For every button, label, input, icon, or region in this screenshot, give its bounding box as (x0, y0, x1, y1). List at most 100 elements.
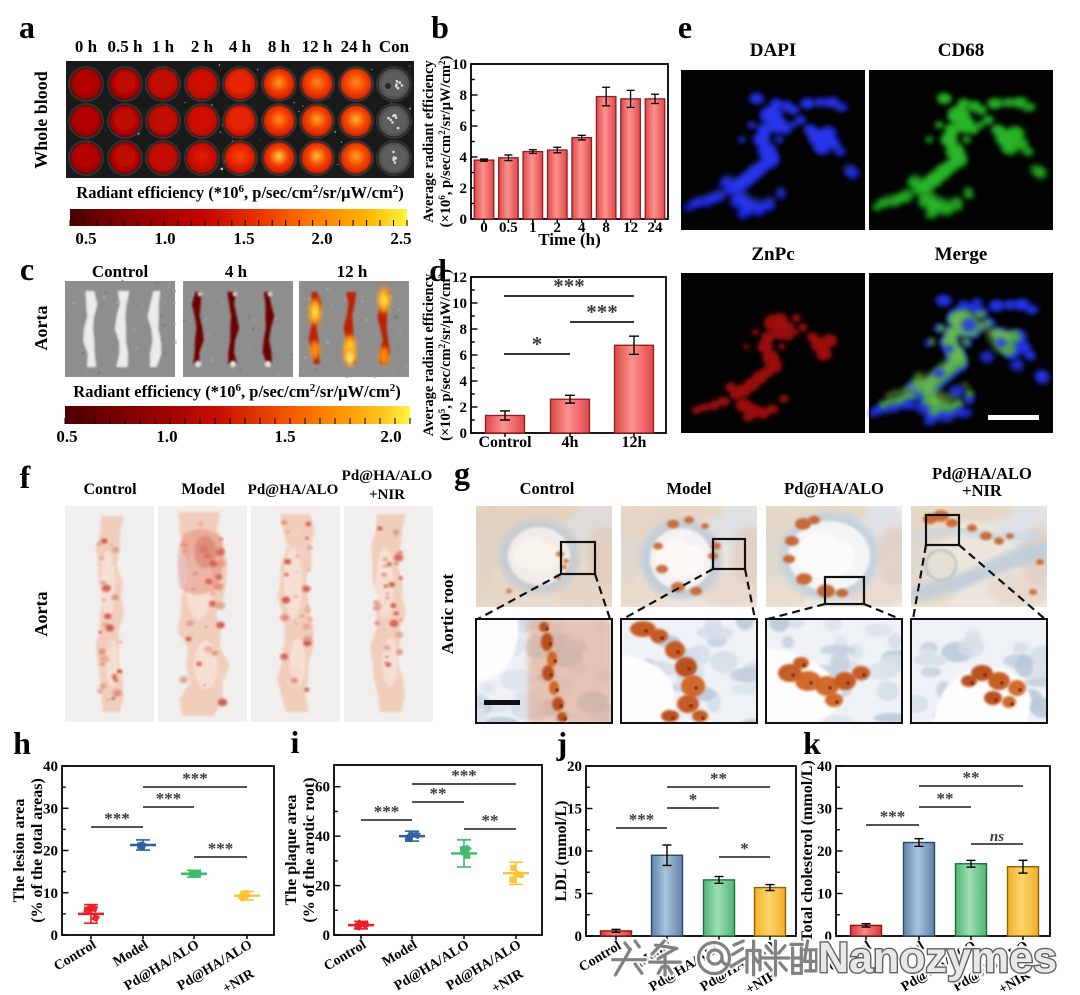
svg-text:12: 12 (452, 270, 467, 286)
svg-text:0: 0 (480, 220, 488, 236)
svg-text:***: *** (156, 789, 182, 808)
svg-text:The plaque area: The plaque area (283, 795, 300, 906)
svg-text:1.0: 1.0 (156, 427, 177, 446)
svg-text:Nanozymes: Nanozymes (818, 934, 1057, 982)
svg-text:4: 4 (460, 374, 468, 390)
svg-text:24: 24 (648, 220, 664, 236)
svg-text:12: 12 (623, 220, 638, 236)
svg-text:Aortic root: Aortic root (438, 573, 457, 654)
svg-text:k: k (803, 725, 821, 761)
svg-text:d: d (429, 252, 447, 288)
svg-text:***: *** (451, 766, 477, 785)
svg-text:Con: Con (379, 37, 410, 56)
svg-text:12 h: 12 h (337, 262, 368, 281)
svg-text:8 h: 8 h (268, 37, 291, 56)
svg-text:4: 4 (460, 150, 468, 166)
svg-text:(×106, p/sec/cm2/sr/μW/cm2): (×106, p/sec/cm2/sr/μW/cm2) (437, 55, 454, 227)
svg-text:f: f (20, 459, 31, 495)
svg-text:60: 60 (315, 780, 330, 796)
svg-text:8: 8 (460, 88, 468, 104)
svg-text:1.0: 1.0 (154, 229, 175, 248)
svg-text:***: *** (586, 300, 618, 324)
svg-text:40: 40 (43, 759, 58, 775)
svg-text:***: *** (374, 802, 400, 821)
svg-text:10: 10 (567, 844, 582, 860)
svg-text:+NIR: +NIR (962, 481, 1003, 500)
svg-text:Aorta: Aorta (31, 306, 51, 351)
svg-text:Total cholesterol (mmol/L): Total cholesterol (mmol/L) (799, 760, 816, 941)
svg-text:***: *** (553, 274, 585, 298)
svg-text:*: * (740, 839, 749, 858)
svg-text:20: 20 (43, 844, 58, 860)
svg-text:DAPI: DAPI (750, 40, 796, 61)
svg-text:1.5: 1.5 (274, 427, 295, 446)
svg-text:g: g (454, 455, 470, 491)
svg-text:Pd@HA/ALO: Pd@HA/ALO (932, 464, 1032, 483)
svg-text:*: * (689, 790, 698, 809)
svg-text:24 h: 24 h (341, 37, 372, 56)
svg-text:(% of the total areas): (% of the total areas) (29, 778, 46, 923)
svg-text:2: 2 (554, 220, 562, 236)
svg-text:Whole blood: Whole blood (31, 71, 51, 169)
svg-text:12h: 12h (622, 434, 647, 451)
svg-text:2.5: 2.5 (390, 229, 411, 248)
svg-text:6: 6 (460, 119, 468, 135)
svg-text:8: 8 (602, 220, 610, 236)
svg-text:Radiant efficiency (*106, p/se: Radiant efficiency (*106, p/sec/cm2/sr/μ… (73, 382, 400, 401)
svg-text:1 h: 1 h (152, 37, 175, 56)
svg-text:20: 20 (817, 844, 832, 860)
svg-text:2: 2 (460, 181, 468, 197)
svg-text:ZnPc: ZnPc (751, 244, 794, 265)
svg-text:2.0: 2.0 (380, 427, 401, 446)
svg-text:i: i (291, 724, 300, 760)
svg-text:0: 0 (460, 426, 468, 442)
svg-text:6: 6 (460, 348, 468, 364)
svg-text:0: 0 (575, 929, 583, 945)
svg-text:30: 30 (43, 801, 58, 817)
svg-text:Control: Control (520, 479, 575, 498)
svg-text:8: 8 (460, 322, 468, 338)
svg-text:**: ** (937, 789, 954, 808)
svg-text:**: ** (710, 769, 727, 788)
svg-text:40: 40 (817, 759, 832, 775)
svg-text:The lesion area: The lesion area (11, 799, 28, 903)
svg-text:0.5: 0.5 (56, 427, 77, 446)
svg-text:5: 5 (575, 887, 583, 903)
svg-text:Control: Control (478, 434, 532, 451)
svg-text:15: 15 (567, 802, 582, 818)
svg-text:0: 0 (460, 212, 468, 228)
svg-text:10: 10 (452, 296, 467, 312)
svg-text:10: 10 (817, 887, 832, 903)
svg-text:e: e (678, 9, 692, 45)
svg-text:Pd@HA/ALO: Pd@HA/ALO (342, 468, 433, 484)
svg-text:Pd@HA/ALO: Pd@HA/ALO (248, 482, 339, 498)
svg-text:2 h: 2 h (191, 37, 214, 56)
svg-text:4 h: 4 h (225, 262, 248, 281)
svg-text:10: 10 (452, 57, 467, 73)
svg-text:***: *** (208, 839, 234, 858)
svg-text:Average radiant efficiency: Average radiant efficiency (421, 60, 437, 223)
svg-text:***: *** (880, 807, 906, 826)
svg-text:CD68: CD68 (938, 40, 984, 61)
svg-text:**: ** (430, 784, 447, 803)
svg-text:Model: Model (181, 481, 225, 498)
svg-text:ns: ns (990, 829, 1004, 845)
svg-text:***: *** (182, 769, 208, 788)
svg-text:+NIR: +NIR (369, 487, 405, 503)
svg-text:**: ** (482, 811, 499, 830)
svg-text:a: a (19, 9, 35, 45)
svg-text:(×105, p/sec/cm2/sr/μW/cm2): (×105, p/sec/cm2/sr/μW/cm2) (437, 269, 454, 441)
svg-text:Aorta: Aorta (31, 592, 51, 637)
svg-text:4h: 4h (562, 434, 579, 451)
svg-text:20: 20 (315, 879, 330, 895)
svg-text:Average radiant efficiency: Average radiant efficiency (421, 273, 437, 436)
svg-text:c: c (20, 251, 34, 287)
svg-text:***: *** (629, 810, 655, 829)
svg-text:0: 0 (323, 928, 331, 944)
svg-text:0.5 h: 0.5 h (108, 37, 144, 56)
svg-text:2: 2 (460, 400, 468, 416)
svg-text:***: *** (104, 809, 130, 828)
svg-text:Control: Control (92, 262, 149, 281)
svg-text:1.5: 1.5 (233, 229, 254, 248)
svg-text:0 h: 0 h (75, 37, 98, 56)
